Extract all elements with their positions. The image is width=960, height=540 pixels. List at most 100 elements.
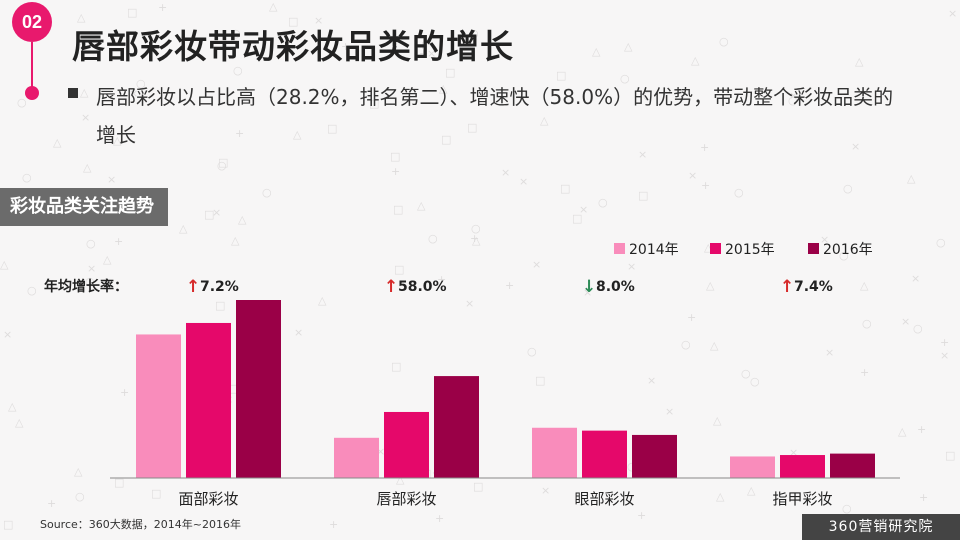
pattern-glyph: △	[15, 416, 24, 429]
pattern-glyph: △	[907, 172, 916, 185]
pattern-glyph: +	[391, 165, 400, 178]
section-number-badge: 02	[12, 2, 52, 42]
pattern-glyph: +	[158, 1, 167, 14]
pattern-glyph: ○	[136, 77, 146, 90]
pattern-glyph: □	[204, 208, 214, 221]
bar-3-4	[830, 453, 875, 478]
pattern-glyph: △	[624, 40, 633, 53]
source-note: Source：360大数据，2014年~2016年	[40, 518, 241, 531]
arrow-up-icon: ↑	[186, 277, 200, 297]
pattern-glyph: ×	[948, 7, 957, 20]
pattern-glyph: □	[467, 121, 477, 134]
pattern-glyph: ×	[107, 173, 116, 186]
pattern-glyph: ×	[294, 326, 303, 339]
pattern-glyph: △	[0, 258, 9, 271]
pattern-glyph: △	[898, 425, 907, 438]
pattern-glyph: □	[228, 382, 238, 395]
pattern-glyph: +	[329, 518, 338, 531]
pattern-glyph: □	[560, 182, 570, 195]
bar-2-2	[384, 411, 429, 478]
pattern-glyph: ○	[913, 322, 923, 335]
pattern-glyph: +	[919, 491, 928, 504]
bar-3-3	[632, 434, 677, 478]
pattern-glyph: ○	[936, 236, 946, 249]
pattern-glyph: ○	[598, 196, 608, 209]
pattern-glyph: ○	[217, 159, 227, 172]
pattern-glyph: △	[860, 279, 869, 292]
pattern-glyph: △	[592, 45, 601, 58]
pattern-glyph: □	[945, 449, 955, 462]
pattern-glyph: △	[713, 414, 722, 427]
pattern-glyph: +	[917, 423, 926, 436]
pattern-glyph: □	[535, 374, 545, 387]
arrow-up-icon: ↑	[384, 277, 398, 297]
pattern-glyph: ×	[638, 148, 647, 161]
pattern-glyph: □	[369, 97, 379, 110]
pattern-glyph: ○	[231, 27, 241, 40]
pattern-glyph: ○	[233, 64, 243, 77]
pattern-glyph: △	[716, 490, 725, 503]
page-title: 唇部彩妆带动彩妆品类的增长	[72, 27, 514, 66]
pattern-glyph: △	[417, 199, 426, 212]
pattern-glyph: ○	[527, 345, 537, 358]
growth-rate-label: 年均增长率：	[44, 278, 128, 295]
pattern-glyph: ×	[647, 374, 656, 387]
bar-3-2	[434, 376, 479, 478]
pattern-glyph: +	[341, 40, 350, 53]
pattern-glyph: △	[704, 241, 713, 254]
pattern-glyph: ×	[532, 258, 541, 271]
pattern-glyph: +	[637, 509, 646, 522]
pattern-glyph: ×	[427, 47, 436, 60]
pattern-glyph: △	[318, 294, 327, 307]
pattern-glyph: ○	[750, 375, 760, 388]
pattern-glyph: □	[393, 203, 403, 216]
pattern-glyph: ×	[579, 203, 588, 216]
pattern-glyph: △	[238, 213, 247, 226]
pattern-glyph: ×	[820, 233, 829, 246]
pattern-glyph: □	[556, 69, 566, 82]
pattern-glyph: ○	[862, 317, 872, 330]
pattern-glyph: ○	[627, 460, 637, 473]
legend-swatch	[614, 243, 625, 254]
pattern-glyph: □	[327, 122, 337, 135]
bar-1-4	[730, 456, 775, 478]
growth-rate-value: 7.2%	[200, 279, 239, 295]
pattern-glyph: ○	[719, 35, 729, 48]
pattern-glyph: □	[638, 189, 648, 202]
bullet-square-icon	[68, 88, 78, 98]
bar-1-3	[532, 427, 577, 478]
legend-label: 2015年	[725, 242, 775, 258]
pattern-glyph: ○	[428, 232, 438, 245]
growth-rate-value: 58.0%	[398, 279, 447, 295]
badge-dot	[25, 86, 39, 100]
pattern-glyph: □	[218, 156, 228, 169]
pattern-glyph: ×	[911, 272, 920, 285]
pattern-glyph: ○	[262, 186, 272, 199]
subtitle-text: 唇部彩妆以占比高（28.2%，排名第二）、增速快（58.0%）的优势，带动整个彩…	[96, 85, 894, 147]
pattern-glyph: +	[47, 497, 56, 510]
pattern-glyph: △	[710, 339, 719, 352]
bar-2-1	[186, 322, 231, 478]
pattern-glyph: △	[231, 234, 240, 247]
bar-2-4	[780, 455, 825, 478]
pattern-glyph: △	[113, 134, 122, 147]
pattern-glyph: +	[860, 366, 869, 379]
legend-swatch	[710, 243, 721, 254]
badge-connector-line	[31, 42, 33, 88]
pattern-glyph: □	[3, 518, 13, 531]
pattern-glyph: ×	[541, 484, 550, 497]
chart-section-label: 彩妆品类关注趋势	[0, 188, 168, 226]
category-label: 面部彩妆	[178, 490, 238, 508]
category-label: 唇部彩妆	[376, 490, 436, 508]
pattern-glyph: +	[437, 273, 446, 286]
arrow-down-icon: ↓	[582, 277, 596, 297]
pattern-glyph: ○	[86, 237, 96, 250]
legend-label: 2016年	[823, 242, 873, 258]
pattern-glyph: △	[747, 484, 756, 497]
bar-1-2	[334, 437, 379, 478]
pattern-glyph: +	[687, 311, 696, 324]
pattern-glyph: △	[83, 161, 92, 174]
pattern-glyph: □	[151, 487, 161, 500]
